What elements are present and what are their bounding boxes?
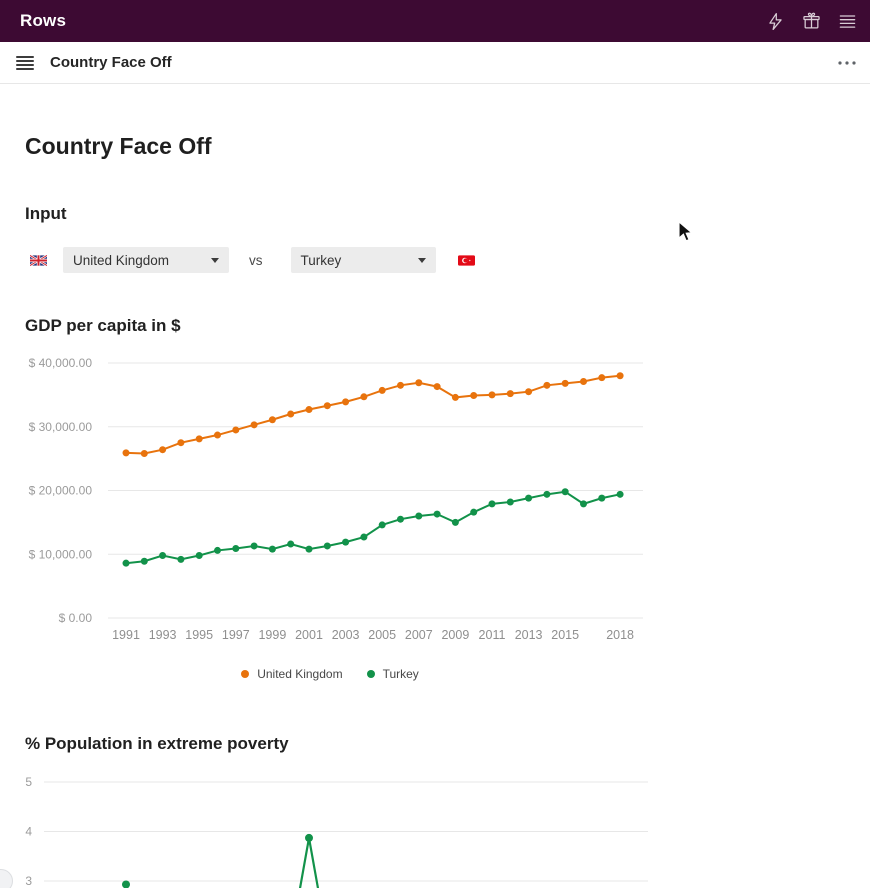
svg-text:3: 3	[25, 874, 32, 888]
svg-text:$ 40,000.00: $ 40,000.00	[29, 356, 93, 370]
svg-text:2013: 2013	[515, 628, 543, 642]
zap-icon[interactable]	[764, 10, 786, 32]
gift-icon[interactable]	[800, 10, 822, 32]
poverty-line-chart: 5 4 3	[25, 775, 648, 888]
top-brand-bar: Rows	[0, 0, 870, 42]
svg-text:2005: 2005	[368, 628, 396, 642]
vs-label: vs	[249, 252, 263, 268]
legend-label-united-kingdom: United Kingdom	[257, 667, 343, 681]
legend-dot-turkey	[366, 670, 375, 678]
svg-text:5: 5	[25, 775, 32, 789]
svg-text:2015: 2015	[551, 628, 579, 642]
poverty-chart-title: % Population in extreme poverty	[25, 734, 289, 753]
svg-text:$ 20,000.00: $ 20,000.00	[29, 484, 93, 498]
svg-text:2001: 2001	[295, 628, 323, 642]
legend-item-united-kingdom: United Kingdom	[241, 667, 343, 681]
input-section-heading: Input	[25, 204, 67, 223]
page-title: Country Face Off	[25, 133, 212, 159]
gdp-line-chart: $ 40,000.00 $ 30,000.00 $ 20,000.00 $ 10,00…	[29, 356, 643, 642]
rows-list-icon[interactable]	[16, 55, 34, 71]
country-select-right-value: Turkey	[300, 252, 342, 268]
svg-text:2009: 2009	[441, 628, 469, 642]
svg-text:2007: 2007	[405, 628, 433, 642]
legend-item-turkey: Turkey	[366, 667, 419, 681]
mouse-cursor	[678, 221, 693, 242]
rows-logo[interactable]: Rows	[20, 11, 67, 30]
country-input-row: United Kingdom vs Turkey	[30, 247, 475, 273]
corner-widget	[0, 869, 13, 888]
svg-text:$ 30,000.00: $ 30,000.00	[29, 420, 93, 434]
country-select-left[interactable]: United Kingdom	[63, 247, 229, 273]
chevron-down-icon	[417, 257, 426, 263]
legend-label-turkey: Turkey	[382, 667, 419, 681]
gdp-chart-legend: United Kingdom Turkey	[0, 667, 660, 681]
svg-text:$ 0.00: $ 0.00	[59, 611, 93, 625]
svg-text:1997: 1997	[222, 628, 250, 642]
svg-text:4: 4	[25, 825, 32, 839]
svg-text:2018: 2018	[606, 628, 634, 642]
svg-text:2003: 2003	[332, 628, 360, 642]
country-select-left-value: United Kingdom	[73, 252, 170, 268]
legend-dot-united-kingdom	[241, 670, 250, 678]
svg-text:$ 10,000.00: $ 10,000.00	[29, 547, 93, 561]
country-select-right[interactable]: Turkey	[290, 247, 436, 273]
gdp-chart-title: GDP per capita in $	[25, 316, 181, 335]
menu-icon[interactable]	[836, 10, 858, 32]
turkey-flag-icon	[457, 254, 475, 266]
svg-text:1999: 1999	[258, 628, 286, 642]
svg-text:1995: 1995	[185, 628, 213, 642]
svg-text:1991: 1991	[112, 628, 140, 642]
document-title: Country Face Off	[50, 54, 172, 71]
ellipsis-icon[interactable]	[838, 42, 856, 84]
svg-text:1993: 1993	[149, 628, 177, 642]
uk-flag-icon	[30, 253, 47, 267]
chevron-down-icon	[211, 257, 219, 263]
svg-text:2011: 2011	[479, 628, 506, 642]
document-bar: Country Face Off	[0, 42, 870, 84]
